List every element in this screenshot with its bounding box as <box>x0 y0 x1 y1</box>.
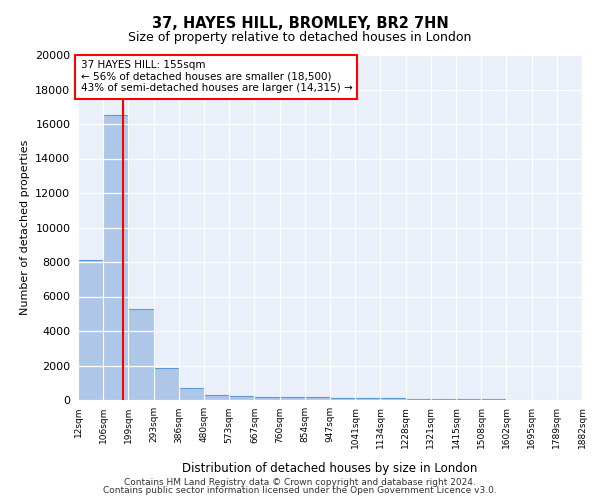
Text: Contains public sector information licensed under the Open Government Licence v3: Contains public sector information licen… <box>103 486 497 495</box>
Bar <box>330 398 355 400</box>
Bar <box>154 368 179 400</box>
Bar <box>78 260 103 400</box>
Bar <box>179 388 204 400</box>
Bar <box>380 398 406 400</box>
Text: 37, HAYES HILL, BROMLEY, BR2 7HN: 37, HAYES HILL, BROMLEY, BR2 7HN <box>152 16 448 32</box>
Y-axis label: Number of detached properties: Number of detached properties <box>20 140 29 315</box>
Bar <box>406 399 431 400</box>
Bar <box>305 398 330 400</box>
Bar <box>280 397 305 400</box>
Bar <box>103 116 128 400</box>
Bar <box>128 308 154 400</box>
Bar <box>254 396 280 400</box>
Bar <box>229 396 254 400</box>
Text: Size of property relative to detached houses in London: Size of property relative to detached ho… <box>128 31 472 44</box>
Bar <box>204 395 229 400</box>
Text: 37 HAYES HILL: 155sqm
← 56% of detached houses are smaller (18,500)
43% of semi-: 37 HAYES HILL: 155sqm ← 56% of detached … <box>80 60 352 94</box>
Bar <box>355 398 380 400</box>
Text: Contains HM Land Registry data © Crown copyright and database right 2024.: Contains HM Land Registry data © Crown c… <box>124 478 476 487</box>
X-axis label: Distribution of detached houses by size in London: Distribution of detached houses by size … <box>182 462 478 475</box>
Bar <box>431 399 456 400</box>
